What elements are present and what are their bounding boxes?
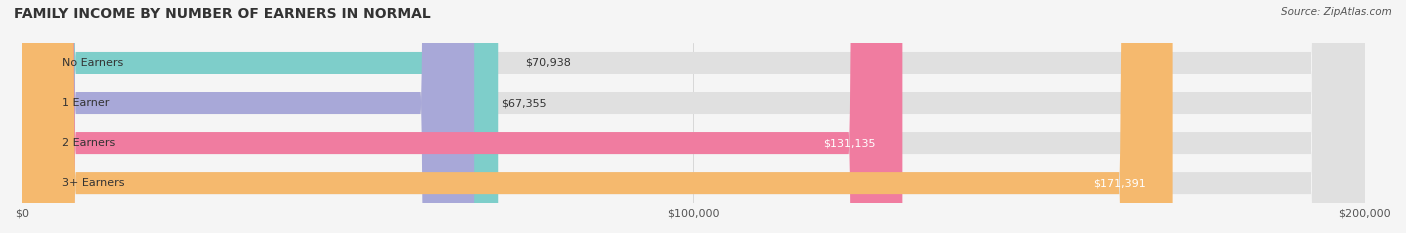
FancyBboxPatch shape	[22, 0, 1365, 233]
FancyBboxPatch shape	[22, 0, 903, 233]
Text: 3+ Earners: 3+ Earners	[62, 178, 125, 188]
Text: No Earners: No Earners	[62, 58, 124, 68]
Text: $70,938: $70,938	[524, 58, 571, 68]
Text: $171,391: $171,391	[1092, 178, 1146, 188]
Text: FAMILY INCOME BY NUMBER OF EARNERS IN NORMAL: FAMILY INCOME BY NUMBER OF EARNERS IN NO…	[14, 7, 430, 21]
Text: 1 Earner: 1 Earner	[62, 98, 110, 108]
FancyBboxPatch shape	[22, 0, 1365, 233]
FancyBboxPatch shape	[22, 0, 498, 233]
Text: 2 Earners: 2 Earners	[62, 138, 115, 148]
FancyBboxPatch shape	[22, 0, 1365, 233]
Text: $131,135: $131,135	[823, 138, 876, 148]
FancyBboxPatch shape	[22, 0, 474, 233]
Text: Source: ZipAtlas.com: Source: ZipAtlas.com	[1281, 7, 1392, 17]
FancyBboxPatch shape	[22, 0, 1365, 233]
FancyBboxPatch shape	[22, 0, 1173, 233]
Text: $67,355: $67,355	[501, 98, 547, 108]
